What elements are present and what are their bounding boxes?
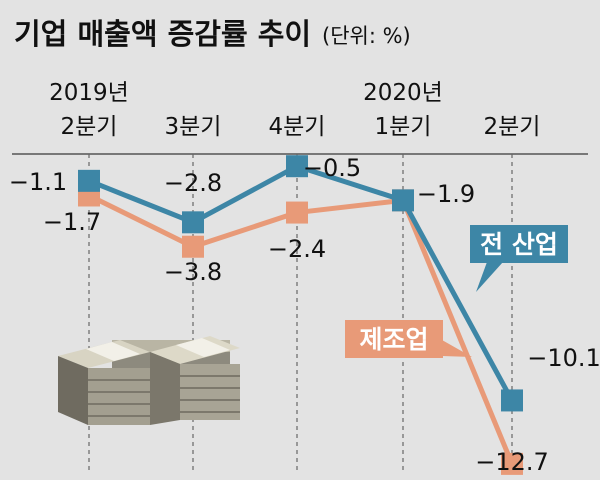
- legend-all-industry-box: [470, 225, 568, 263]
- data-point: [392, 189, 414, 212]
- x-tick-label: 4분기: [269, 114, 326, 140]
- x-tick-label: 2분기: [484, 114, 541, 140]
- chart-title: 기업 매출액 증감률 추이: [14, 17, 311, 51]
- legend-manufacturing-label: 제조업: [359, 325, 428, 354]
- data-label: −10.1: [527, 344, 600, 372]
- data-point: [182, 235, 204, 258]
- x-tick-label: 1분기: [375, 114, 432, 140]
- legend-manufacturing-box: [345, 320, 443, 358]
- x-tick-label: 3분기: [165, 114, 222, 140]
- data-label: −12.7: [475, 448, 549, 476]
- data-point: [286, 155, 308, 178]
- data-point: [78, 169, 100, 192]
- data-label: −1.9: [417, 180, 475, 208]
- data-label: −2.4: [268, 235, 326, 263]
- data-label: −0.5: [303, 154, 361, 182]
- data-point: [286, 201, 308, 224]
- value-labels: −1.1 −2.8 −0.5 −1.9 −10.1 −1.7 −3.8 −2.4 −12.7: [9, 154, 600, 476]
- x-tick-label: 2020년: [363, 80, 443, 106]
- x-tick-label: 2분기: [61, 114, 118, 140]
- x-axis-labels: 2019년 2분기 3분기 4분기 2020년 1분기 2분기: [49, 80, 540, 140]
- data-label: −3.8: [164, 258, 222, 286]
- money-stack-icon: [58, 336, 240, 425]
- money-bundle-side-left: [58, 356, 88, 425]
- money-band-left: [86, 342, 140, 361]
- grid-lines: [12, 153, 588, 470]
- money-bundle-front-right: [180, 364, 240, 420]
- legend-manufacturing-pointer: [442, 340, 472, 357]
- data-label: −1.7: [43, 208, 101, 236]
- money-band-right: [176, 338, 230, 357]
- legend-all-industry-label: 전 산업: [480, 230, 558, 259]
- data-point: [182, 211, 204, 234]
- x-tick-label: 2019년: [49, 80, 129, 106]
- data-point: [501, 452, 523, 475]
- data-label: −1.1: [9, 168, 67, 196]
- data-point: [501, 389, 523, 412]
- legend-manufacturing: 제조업: [345, 320, 472, 358]
- chart-unit: (단위: %): [322, 24, 411, 48]
- legend-all-industry-pointer: [476, 262, 503, 292]
- series-all-industry: [78, 155, 523, 412]
- data-label: −2.8: [164, 169, 222, 197]
- legend-all-industry: 전 산업: [470, 225, 568, 292]
- money-bundle-side-right: [150, 352, 180, 425]
